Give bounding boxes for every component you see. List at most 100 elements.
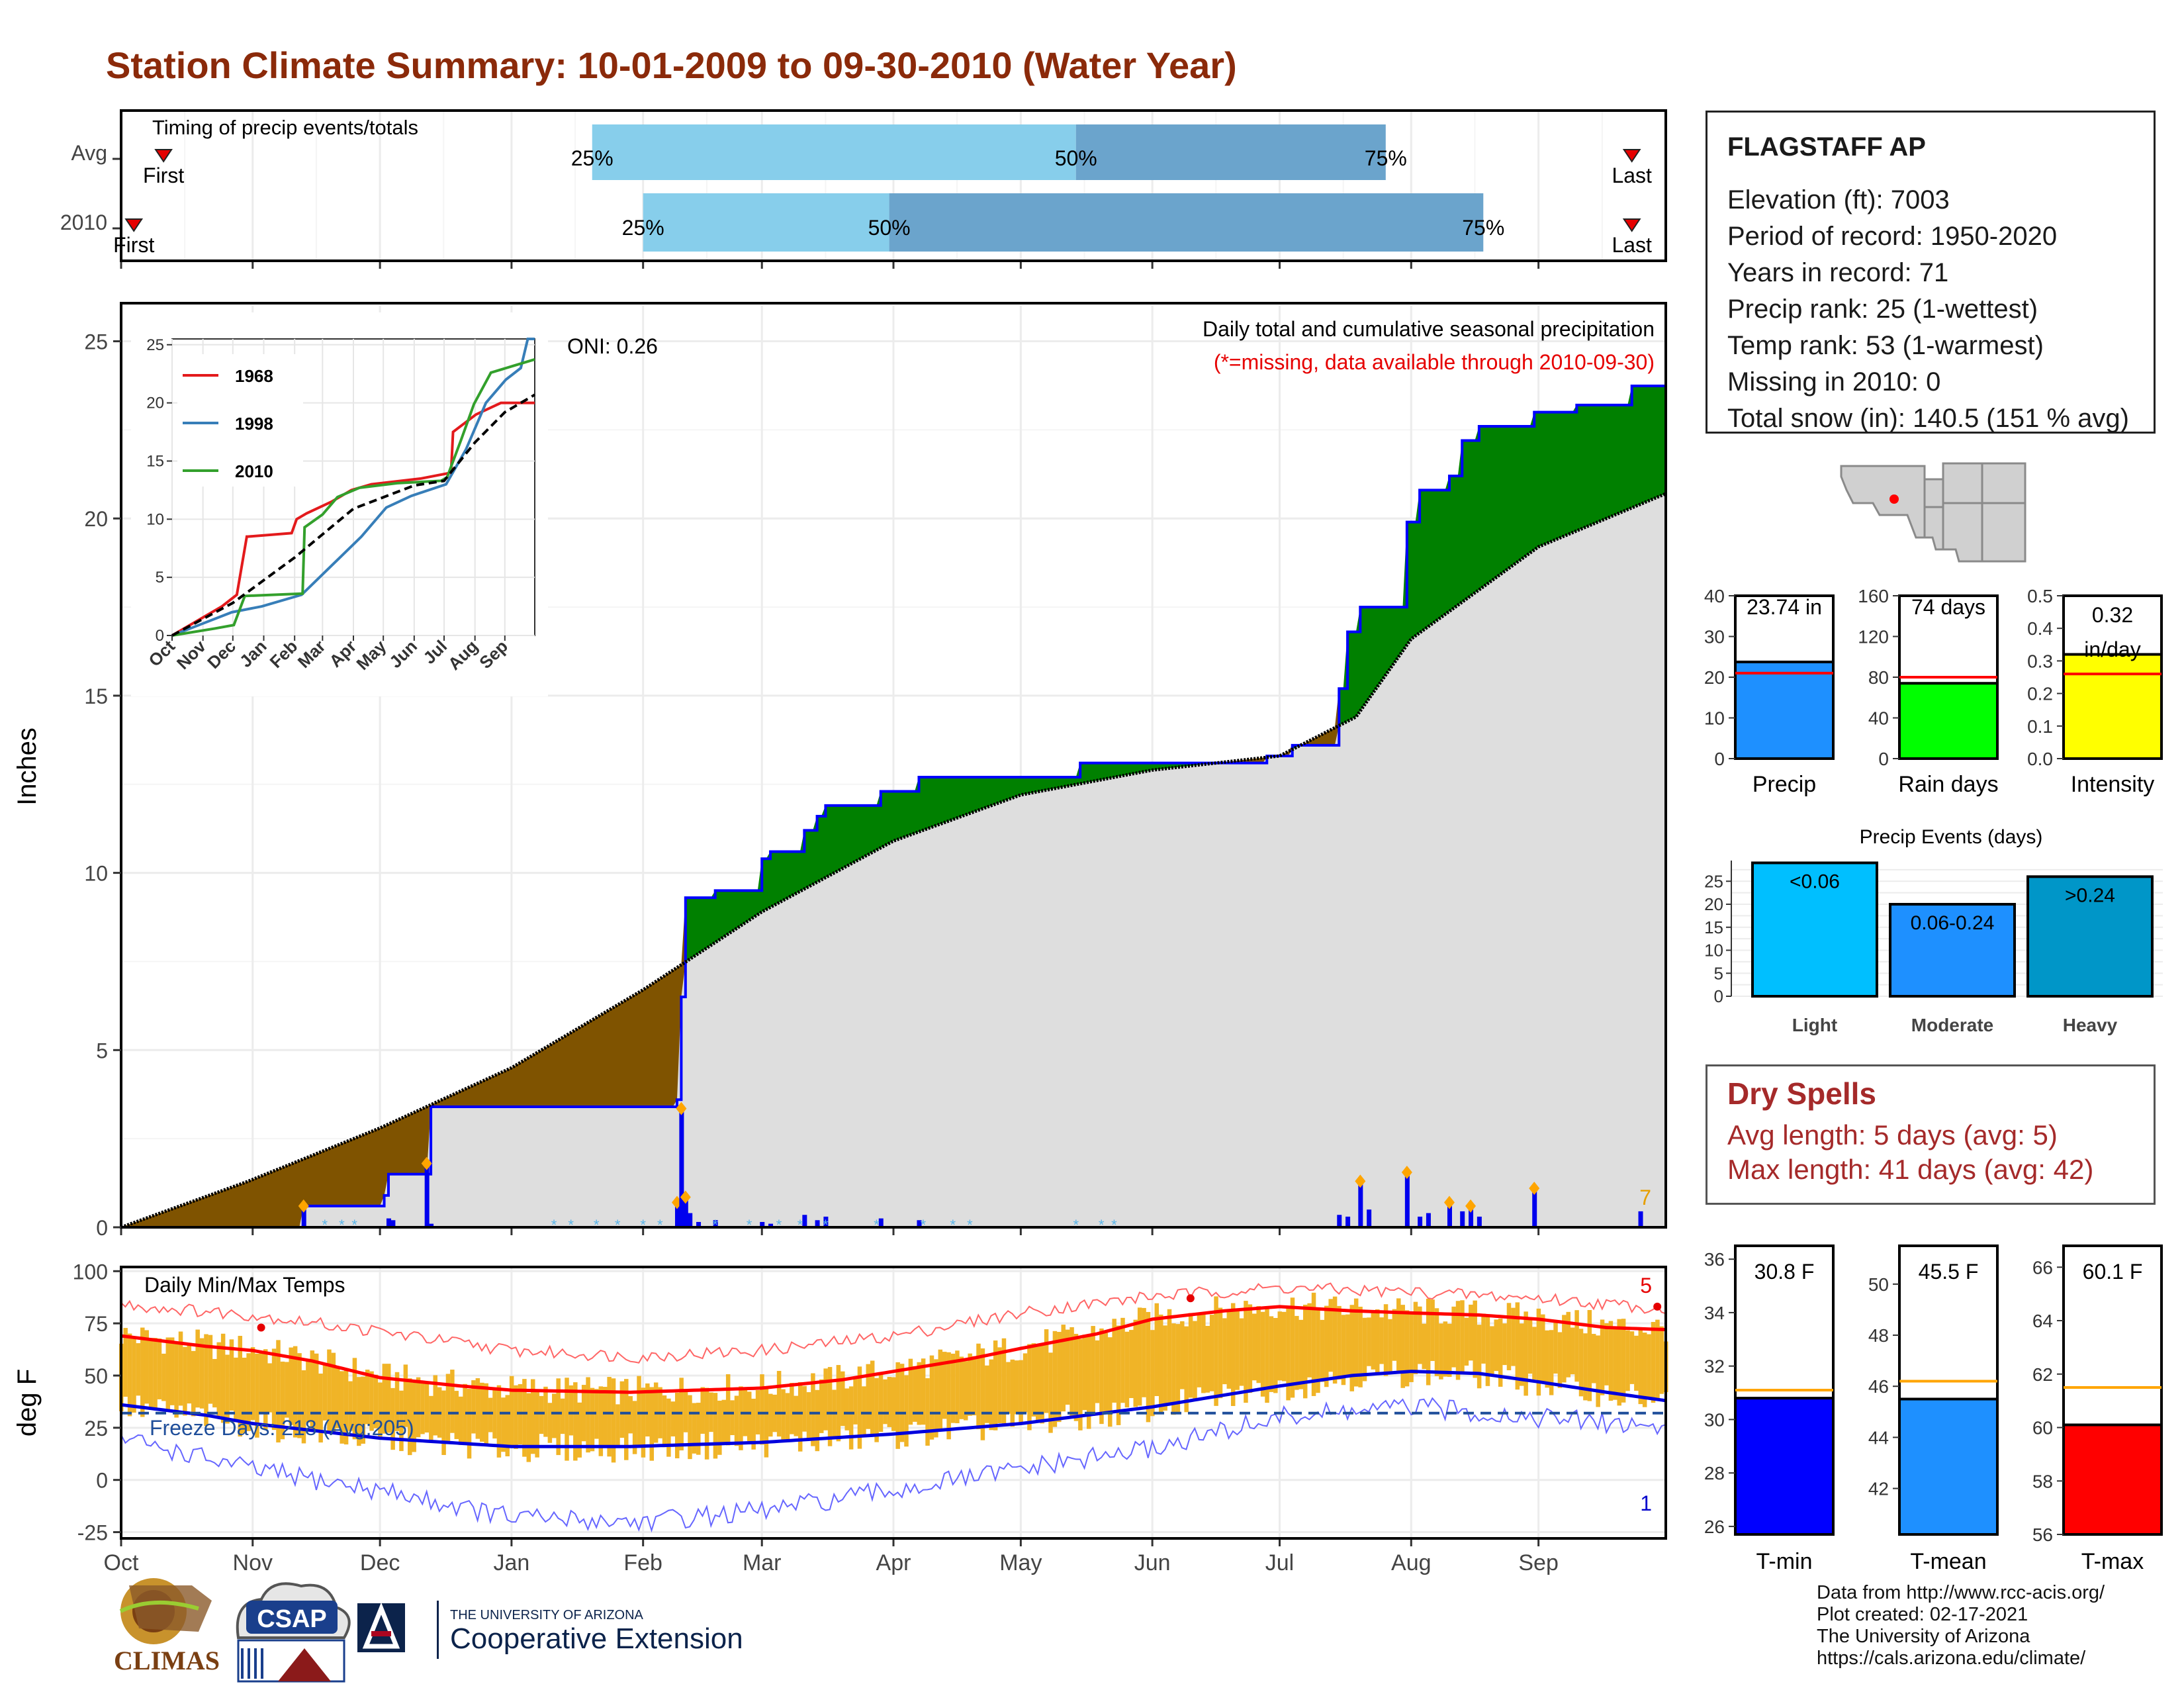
daily-temp-bar — [1409, 1313, 1414, 1382]
daily-temp-bar — [1040, 1345, 1044, 1424]
daily-temp-bar — [815, 1389, 820, 1452]
daily-temp-bar — [1353, 1298, 1359, 1387]
inset-legend-label: 1968 — [235, 366, 273, 386]
daily-temp-bar — [1502, 1323, 1507, 1366]
daily-temp-bar — [187, 1344, 192, 1404]
timing-row-avg: Avg — [71, 141, 107, 165]
daily-temp-bar — [1524, 1311, 1528, 1396]
tmin-ytick-label: 28 — [1704, 1463, 1725, 1483]
daily-temp-bar — [1634, 1335, 1639, 1391]
tmean-ytick-label: 48 — [1868, 1325, 1889, 1346]
daily-temp-bar — [429, 1395, 433, 1442]
daily-temp-bar — [1553, 1321, 1558, 1374]
daily-temp-bar — [598, 1386, 604, 1456]
daily-temp-bar — [153, 1338, 158, 1411]
avg-max-line — [120, 1305, 1666, 1394]
daily-temp-bar — [433, 1375, 437, 1436]
inset-legend-label: 2010 — [235, 461, 273, 481]
intensity-ytick-label: 0.2 — [2027, 684, 2053, 704]
station-snow: Total snow (in): 140.5 (151 % avg) — [1727, 404, 2129, 433]
daily-temp-bar — [390, 1387, 395, 1450]
daily-temp-bar — [1201, 1314, 1206, 1393]
precip-ytick-label: 25 — [84, 330, 108, 354]
snow-marker: * — [339, 1217, 345, 1233]
daily-temp-bar — [764, 1387, 769, 1458]
daily-temp-bar — [509, 1376, 514, 1447]
daily-temp-bar — [1328, 1299, 1333, 1372]
daily-temp-bar — [968, 1353, 972, 1416]
daily-temp-bar — [1150, 1330, 1155, 1417]
precip-value: 23.74 in — [1747, 595, 1822, 619]
precip-ytick-label: 0 — [96, 1216, 108, 1240]
daily-temp-bar — [216, 1342, 221, 1416]
daily-temp-bar — [615, 1404, 620, 1447]
daily-temp-bar — [445, 1374, 451, 1442]
daily-temp-bar — [526, 1393, 531, 1462]
daily-temp-bar — [1142, 1307, 1146, 1397]
daily-temp-bar — [1197, 1313, 1202, 1387]
credit-source: Data from http://www.rcc-acis.org/ — [1817, 1582, 2105, 1603]
daily-temp-bar — [1596, 1335, 1600, 1407]
events-bar-value: >0.24 — [2065, 884, 2115, 906]
timing-bar-y2010-25-50 — [643, 193, 889, 252]
daily-temp-bar — [382, 1364, 387, 1434]
daily-temp-bar — [1099, 1328, 1104, 1425]
precip-chart: 0 10 20 30 40 23.74 in Precip — [1704, 586, 1835, 797]
daily-precip-bar — [390, 1220, 396, 1227]
daily-temp-bar — [739, 1386, 743, 1450]
daily-temp-bar — [819, 1379, 824, 1433]
daily-temp-bar — [785, 1393, 790, 1442]
daily-temp-bar — [1129, 1330, 1134, 1399]
daily-temp-bar — [662, 1395, 667, 1448]
precip-cumulative-line — [121, 384, 1666, 1229]
daily-temp-bar — [619, 1381, 625, 1438]
daily-temp-bar — [688, 1395, 692, 1460]
daily-temp-bar — [913, 1366, 917, 1422]
daily-temp-bar — [1222, 1318, 1227, 1385]
daily-temp-bar — [573, 1382, 578, 1461]
rain-days-ytick-label: 80 — [1868, 667, 1889, 688]
daily-temp-bar — [365, 1370, 370, 1425]
events-bar-value: <0.06 — [1790, 870, 1840, 892]
precip-deficit-area — [1300, 688, 1340, 745]
events-ytick-label: 10 — [1704, 941, 1723, 961]
daily-temp-bar — [403, 1364, 408, 1427]
daily-temp-bar — [1371, 1311, 1376, 1370]
daily-temp-bar — [1171, 1323, 1176, 1415]
daily-precip-bar — [917, 1220, 922, 1227]
daily-temp-bar — [1146, 1311, 1151, 1423]
daily-temp-bar — [1265, 1307, 1269, 1403]
climas-logo: CLIMAS — [114, 1578, 220, 1675]
daily-temp-bar — [1566, 1311, 1571, 1378]
daily-temp-bar — [938, 1349, 943, 1431]
climas-text: CLIMAS — [114, 1646, 220, 1675]
daily-temp-bar — [594, 1389, 599, 1439]
daily-temp-bar — [1481, 1313, 1486, 1364]
intensity-ytick-label: 0.0 — [2027, 749, 2053, 769]
timing-mark-label: First — [113, 233, 154, 257]
precip-ytick-label: 10 — [84, 862, 108, 886]
snow-marker: * — [874, 1217, 880, 1233]
inset-line-1998 — [171, 338, 535, 637]
daily-temp-bar — [683, 1391, 688, 1432]
daily-temp-bar — [976, 1343, 981, 1430]
daily-temp-bar — [1473, 1300, 1477, 1378]
daily-temp-bar — [1120, 1317, 1125, 1403]
precip-average-area — [121, 493, 1666, 1227]
daily-temp-bar — [1290, 1297, 1295, 1398]
daily-temp-bar — [361, 1376, 365, 1444]
daily-temp-bar — [191, 1350, 196, 1417]
daily-temp-bar — [1316, 1309, 1320, 1393]
daily-temp-bar — [1375, 1309, 1380, 1374]
precip-deficit-area — [125, 898, 686, 1227]
daily-precip-bar — [823, 1216, 829, 1227]
events-bar-label: Moderate — [1911, 1015, 1993, 1035]
daily-temp-bar — [1073, 1333, 1079, 1421]
precip-deficit-area — [1216, 755, 1267, 763]
daily-temp-bar — [1277, 1311, 1282, 1381]
daily-temp-bar — [1613, 1327, 1617, 1400]
daily-temp-bar — [797, 1382, 803, 1452]
daily-temp-bar — [790, 1383, 794, 1434]
tmean-ytick-label: 44 — [1868, 1427, 1889, 1448]
